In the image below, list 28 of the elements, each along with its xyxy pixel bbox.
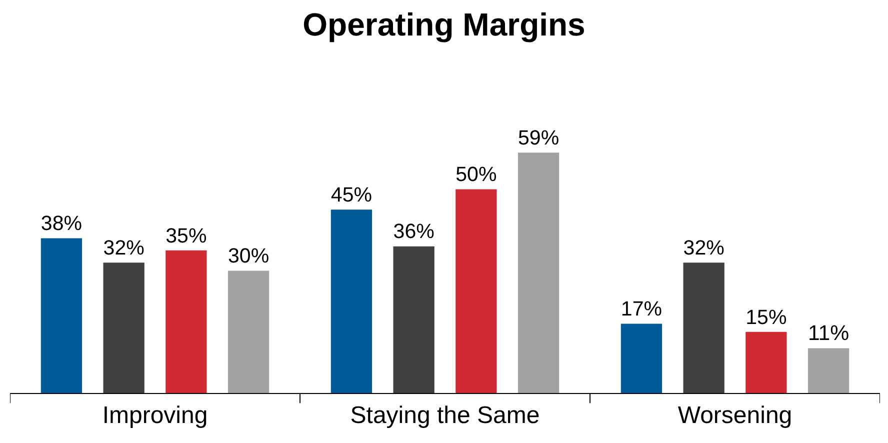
bar xyxy=(40,238,82,393)
data-label: 45% xyxy=(330,184,372,207)
data-label: 59% xyxy=(518,126,560,150)
bar xyxy=(393,246,434,393)
chart-title: Operating Margins xyxy=(302,6,586,43)
bar xyxy=(228,270,270,393)
bar xyxy=(456,189,497,393)
data-label: 32% xyxy=(683,236,724,260)
x-tick-label: Staying the Same xyxy=(350,402,540,429)
bar xyxy=(518,152,560,393)
data-label: 30% xyxy=(228,244,270,268)
x-tick-label: Improving xyxy=(102,402,208,429)
bar xyxy=(103,262,144,393)
data-label: 36% xyxy=(393,220,434,244)
bar xyxy=(746,332,787,393)
data-label: 50% xyxy=(456,163,497,186)
bar xyxy=(683,262,724,393)
x-tick-label: Worsening xyxy=(678,402,792,429)
bar xyxy=(166,250,207,393)
bar xyxy=(330,210,372,393)
data-label: 38% xyxy=(40,212,82,236)
data-label: 35% xyxy=(166,224,207,248)
data-label: 11% xyxy=(808,320,850,345)
data-label: 15% xyxy=(746,306,787,329)
data-label: 32% xyxy=(103,236,144,260)
bar xyxy=(620,324,662,393)
bar xyxy=(808,348,850,393)
data-label: 17% xyxy=(620,298,662,321)
